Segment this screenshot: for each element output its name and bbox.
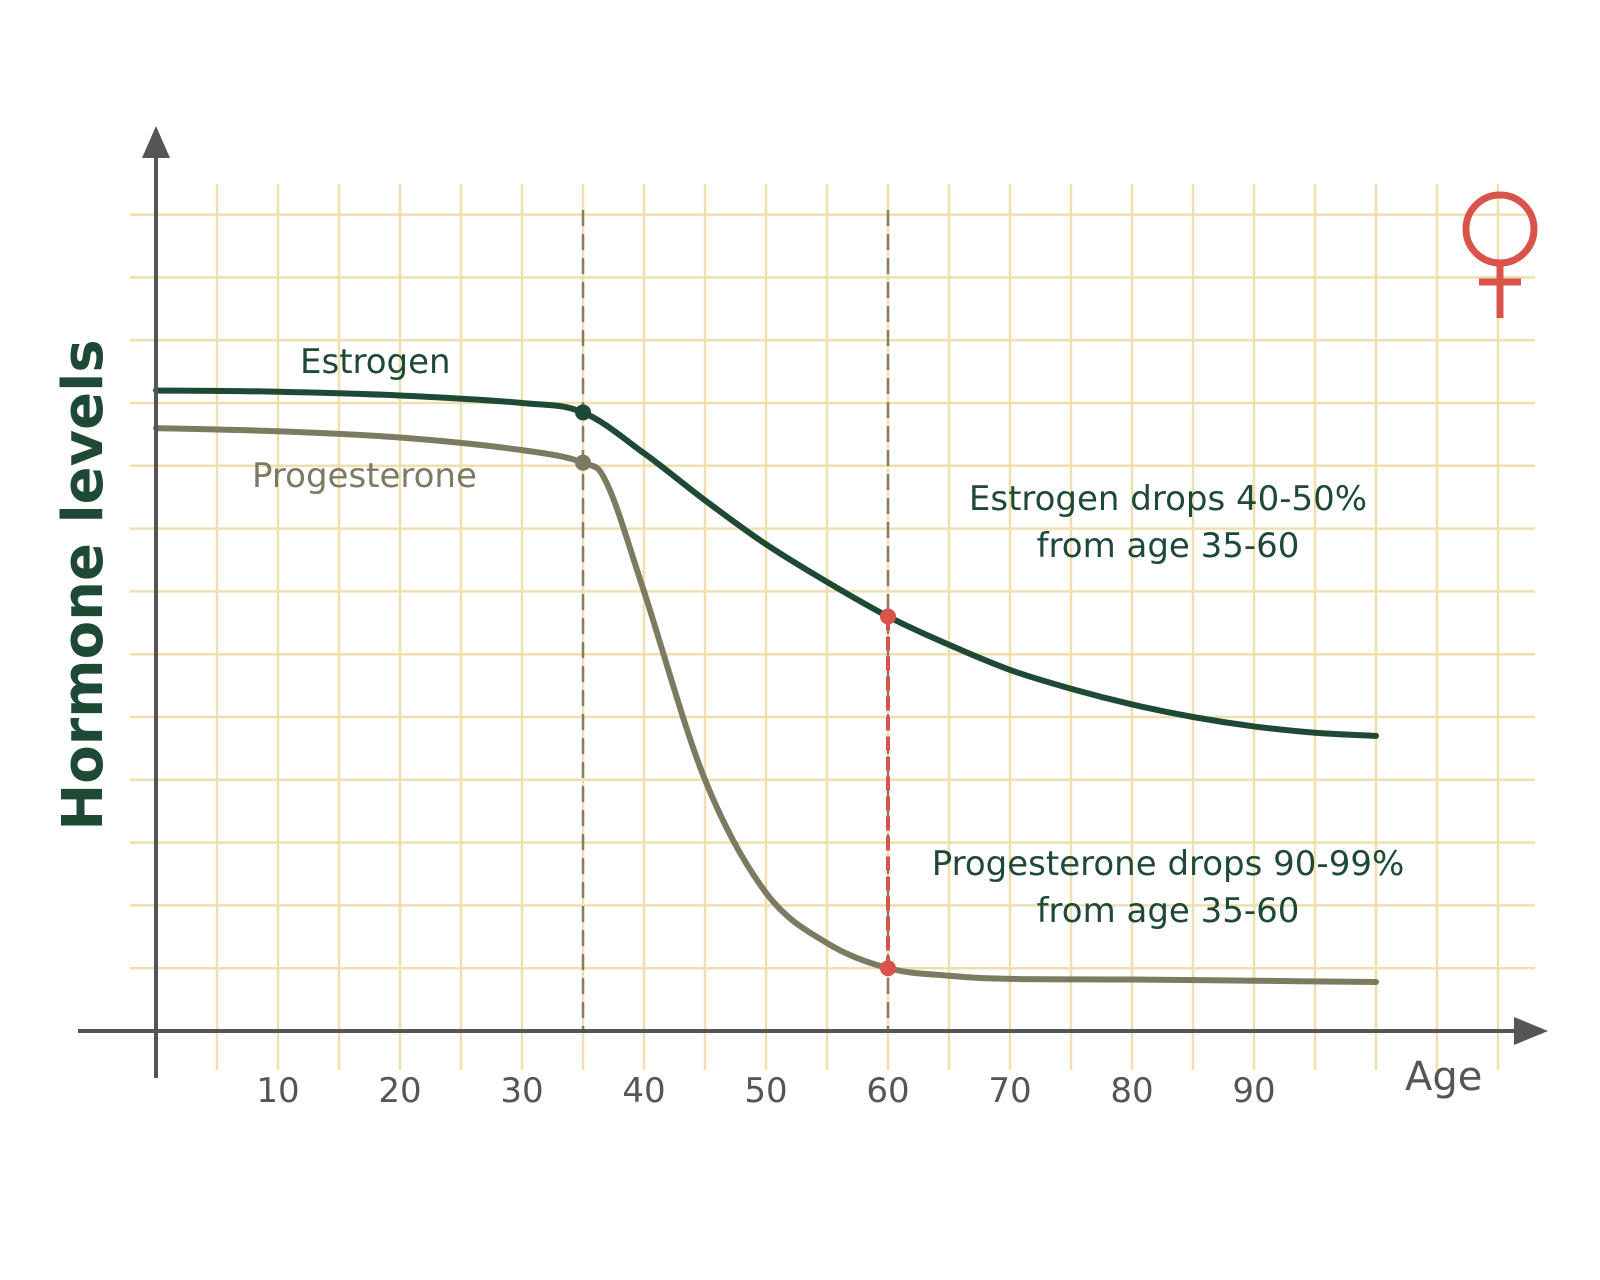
x-tick-label: 40 [622,1071,665,1111]
x-axis-title: Age [1405,1054,1482,1100]
series-line-progesterone [153,425,1379,986]
y-axis-title: Hormone levels [51,339,116,830]
marker-point [575,454,591,471]
axes [78,126,1548,1078]
series-line-estrogen [153,387,1379,739]
x-tick-label: 10 [256,1071,299,1111]
annotation-estrogen-line2: from age 35-60 [1037,526,1300,566]
y-axis-arrow [142,126,170,158]
x-tick-label: 70 [988,1071,1031,1111]
series-label-estrogen: Estrogen [300,342,451,382]
series-lines [153,387,1379,986]
marker-point [880,960,896,977]
marker-point [575,404,591,421]
x-tick-label: 60 [866,1071,909,1111]
marker-point [880,608,896,625]
x-tick-label: 90 [1232,1071,1275,1111]
series-label-progesterone: Progesterone [252,456,477,496]
x-tick-labels: 10 20 30 40 50 60 70 80 90 [256,1071,1275,1111]
female-symbol-icon [1462,191,1538,318]
grid [130,184,1535,1070]
x-axis-arrow [1514,1017,1548,1045]
x-tick-label: 30 [500,1071,543,1111]
x-tick-label: 20 [378,1071,421,1111]
markers [575,404,896,977]
reference-lines [581,210,890,1031]
annotation-progesterone-line1: Progesterone drops 90-99% [932,844,1405,884]
x-tick-label: 50 [744,1071,787,1111]
x-tick-label: 80 [1110,1071,1153,1111]
annotation-progesterone-line2: from age 35-60 [1037,891,1300,931]
annotation-estrogen-line1: Estrogen drops 40-50% [969,479,1367,519]
